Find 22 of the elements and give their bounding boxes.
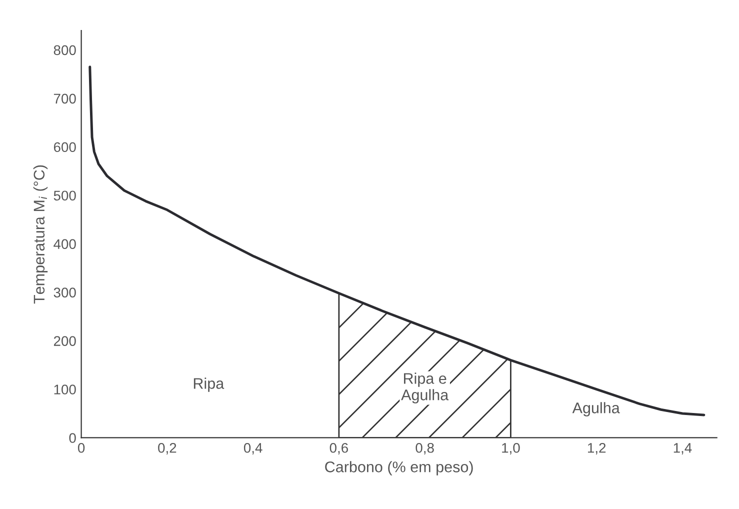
- y-tick-label: 400: [54, 239, 76, 250]
- series-label: Ripa e Agulha: [401, 372, 449, 404]
- x-tick-label: 1,4: [674, 443, 692, 454]
- y-tick-label: 700: [54, 94, 76, 104]
- y-tick-label: 200: [54, 336, 76, 346]
- y-tick-label: 0: [69, 433, 76, 443]
- y-tick-label: 800: [54, 45, 76, 56]
- x-tick-label: 0,4: [244, 442, 262, 454]
- y-axis-title: Temperatura M$_{i}$ (°C): [33, 165, 48, 304]
- annotation: Ripa: [194, 378, 224, 392]
- annotation: Agulha: [572, 402, 620, 416]
- x-tick-label: 0,8: [416, 442, 434, 454]
- x-tick-label: 0,6: [330, 442, 348, 454]
- y-tick-label: 600: [54, 142, 76, 152]
- x-axis-title: Carbono (% em peso): [325, 461, 473, 476]
- y-tick-label: 100: [54, 384, 76, 394]
- y-tick-label: 500: [54, 190, 76, 201]
- x-tick-label: 1,2: [588, 442, 606, 454]
- y-tick-label: 300: [54, 288, 76, 298]
- x-tick-label: 1,0: [502, 442, 520, 454]
- x-tick-label: 0: [78, 442, 85, 453]
- x-tick-label: 0,2: [158, 442, 176, 454]
